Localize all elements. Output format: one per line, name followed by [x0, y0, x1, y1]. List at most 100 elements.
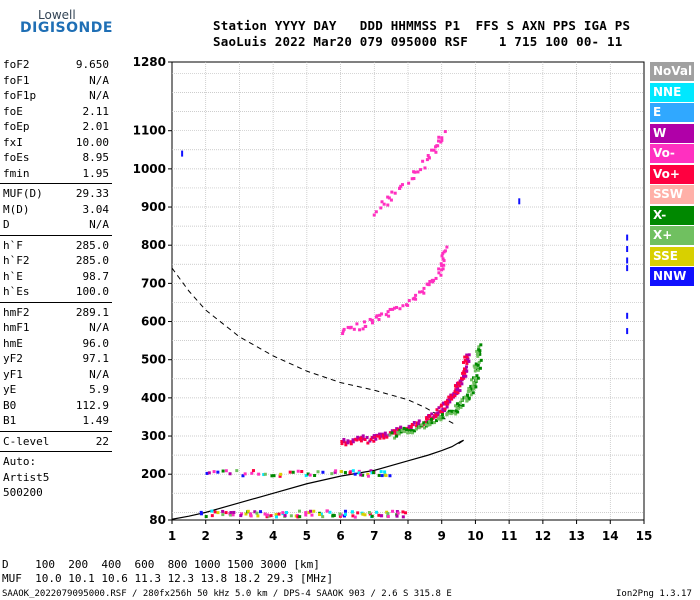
param-row: h`E 98.7: [3, 269, 109, 284]
echo-point: [461, 403, 465, 407]
echo-point: [477, 347, 481, 351]
echo-point: [462, 376, 466, 380]
echo-point: [443, 130, 447, 134]
echo-point: [439, 262, 443, 266]
echo-point: [368, 439, 372, 443]
echo-point: [454, 384, 458, 388]
echo-point: [466, 389, 470, 393]
echo-point: [417, 419, 421, 423]
echo-point: [434, 413, 438, 417]
echo-point: [377, 318, 381, 322]
echo-point: [442, 263, 446, 267]
echo-point: [473, 369, 477, 373]
echo-point: [410, 177, 414, 181]
echo-point: [400, 428, 404, 432]
echo-point: [435, 419, 439, 423]
echo-point: [476, 376, 480, 380]
echo-point: [451, 393, 455, 397]
panel-divider: [0, 430, 112, 432]
echo-point: [439, 140, 443, 144]
echo-point: [407, 299, 411, 303]
x-tick-label: 5: [303, 529, 311, 543]
x-tick-label: 9: [438, 529, 446, 543]
param-row: foEs 8.95: [3, 150, 109, 165]
echo-point: [450, 397, 454, 401]
echo-point: [390, 431, 394, 435]
echo-point: [453, 394, 457, 398]
echo-point: [210, 514, 214, 518]
echo-point: [393, 436, 397, 440]
echo-point: [368, 512, 372, 516]
echo-point: [465, 353, 469, 357]
y-tick-label: 80: [149, 513, 166, 527]
param-name: fmin: [3, 166, 30, 180]
x-tick-label: 4: [269, 529, 277, 543]
echo-point: [396, 511, 400, 515]
param-row: B1 1.49: [3, 413, 109, 428]
echo-point: [448, 400, 452, 404]
digisonde-logo-text: DIGISONDE: [20, 20, 113, 36]
echo-point: [401, 515, 405, 519]
param-name: foF1p: [3, 89, 37, 102]
echo-point: [210, 509, 214, 513]
echo-point: [452, 411, 456, 415]
echo-point: [442, 259, 446, 263]
param-row: hmF1 N/A: [3, 320, 109, 335]
echo-point: [460, 398, 464, 402]
echo-point: [407, 425, 411, 429]
echo-point: [235, 469, 239, 473]
echo-point: [474, 385, 478, 389]
echo-point: [447, 395, 451, 399]
echo-point: [460, 382, 464, 386]
echo-point: [445, 411, 449, 415]
param-value: 10.00: [75, 135, 109, 149]
echo-point: [428, 419, 432, 423]
echo-point: [255, 511, 259, 515]
echo-point: [263, 512, 267, 516]
echo-point: [358, 328, 362, 332]
echo-point: [437, 139, 441, 143]
echo-point: [440, 403, 444, 407]
echo-point: [370, 321, 374, 325]
y-tick-label: 500: [141, 353, 166, 367]
echo-point: [318, 513, 322, 517]
echo-point: [352, 327, 356, 331]
echo-point: [296, 469, 300, 473]
echo-point: [420, 290, 424, 294]
echo-point: [397, 432, 401, 436]
echo-point: [395, 434, 399, 438]
echo-point: [414, 293, 418, 297]
echo-point: [359, 439, 363, 443]
param-name: M(D): [3, 202, 30, 216]
echo-point: [382, 436, 386, 440]
echo-point: [417, 422, 421, 426]
param-value: N/A: [89, 73, 109, 87]
echo-point: [401, 510, 405, 514]
echo-point: [351, 440, 355, 444]
echo-point: [389, 198, 393, 202]
echo-point: [450, 409, 454, 413]
echo-point: [449, 395, 453, 399]
echo-point: [478, 366, 482, 370]
x-tick-label: 7: [370, 529, 378, 543]
echo-point: [370, 471, 374, 475]
echo-point: [353, 472, 357, 476]
echo-point: [471, 391, 475, 395]
echo-point: [440, 254, 444, 258]
param-name: hmF2: [3, 305, 30, 319]
echo-point: [462, 370, 466, 374]
param-value: 2.11: [82, 104, 110, 118]
echo-point: [362, 320, 366, 324]
echo-point: [440, 268, 444, 272]
param-name: foE: [3, 104, 23, 118]
echo-point: [398, 426, 402, 430]
echo-point: [440, 264, 444, 268]
echo-point: [367, 511, 371, 515]
echo-point: [393, 429, 397, 433]
echo-point: [204, 515, 208, 519]
echo-point: [393, 306, 397, 310]
echo-point: [398, 307, 402, 311]
echo-point: [262, 473, 266, 477]
echo-point: [224, 511, 228, 515]
echo-point: [304, 474, 308, 478]
